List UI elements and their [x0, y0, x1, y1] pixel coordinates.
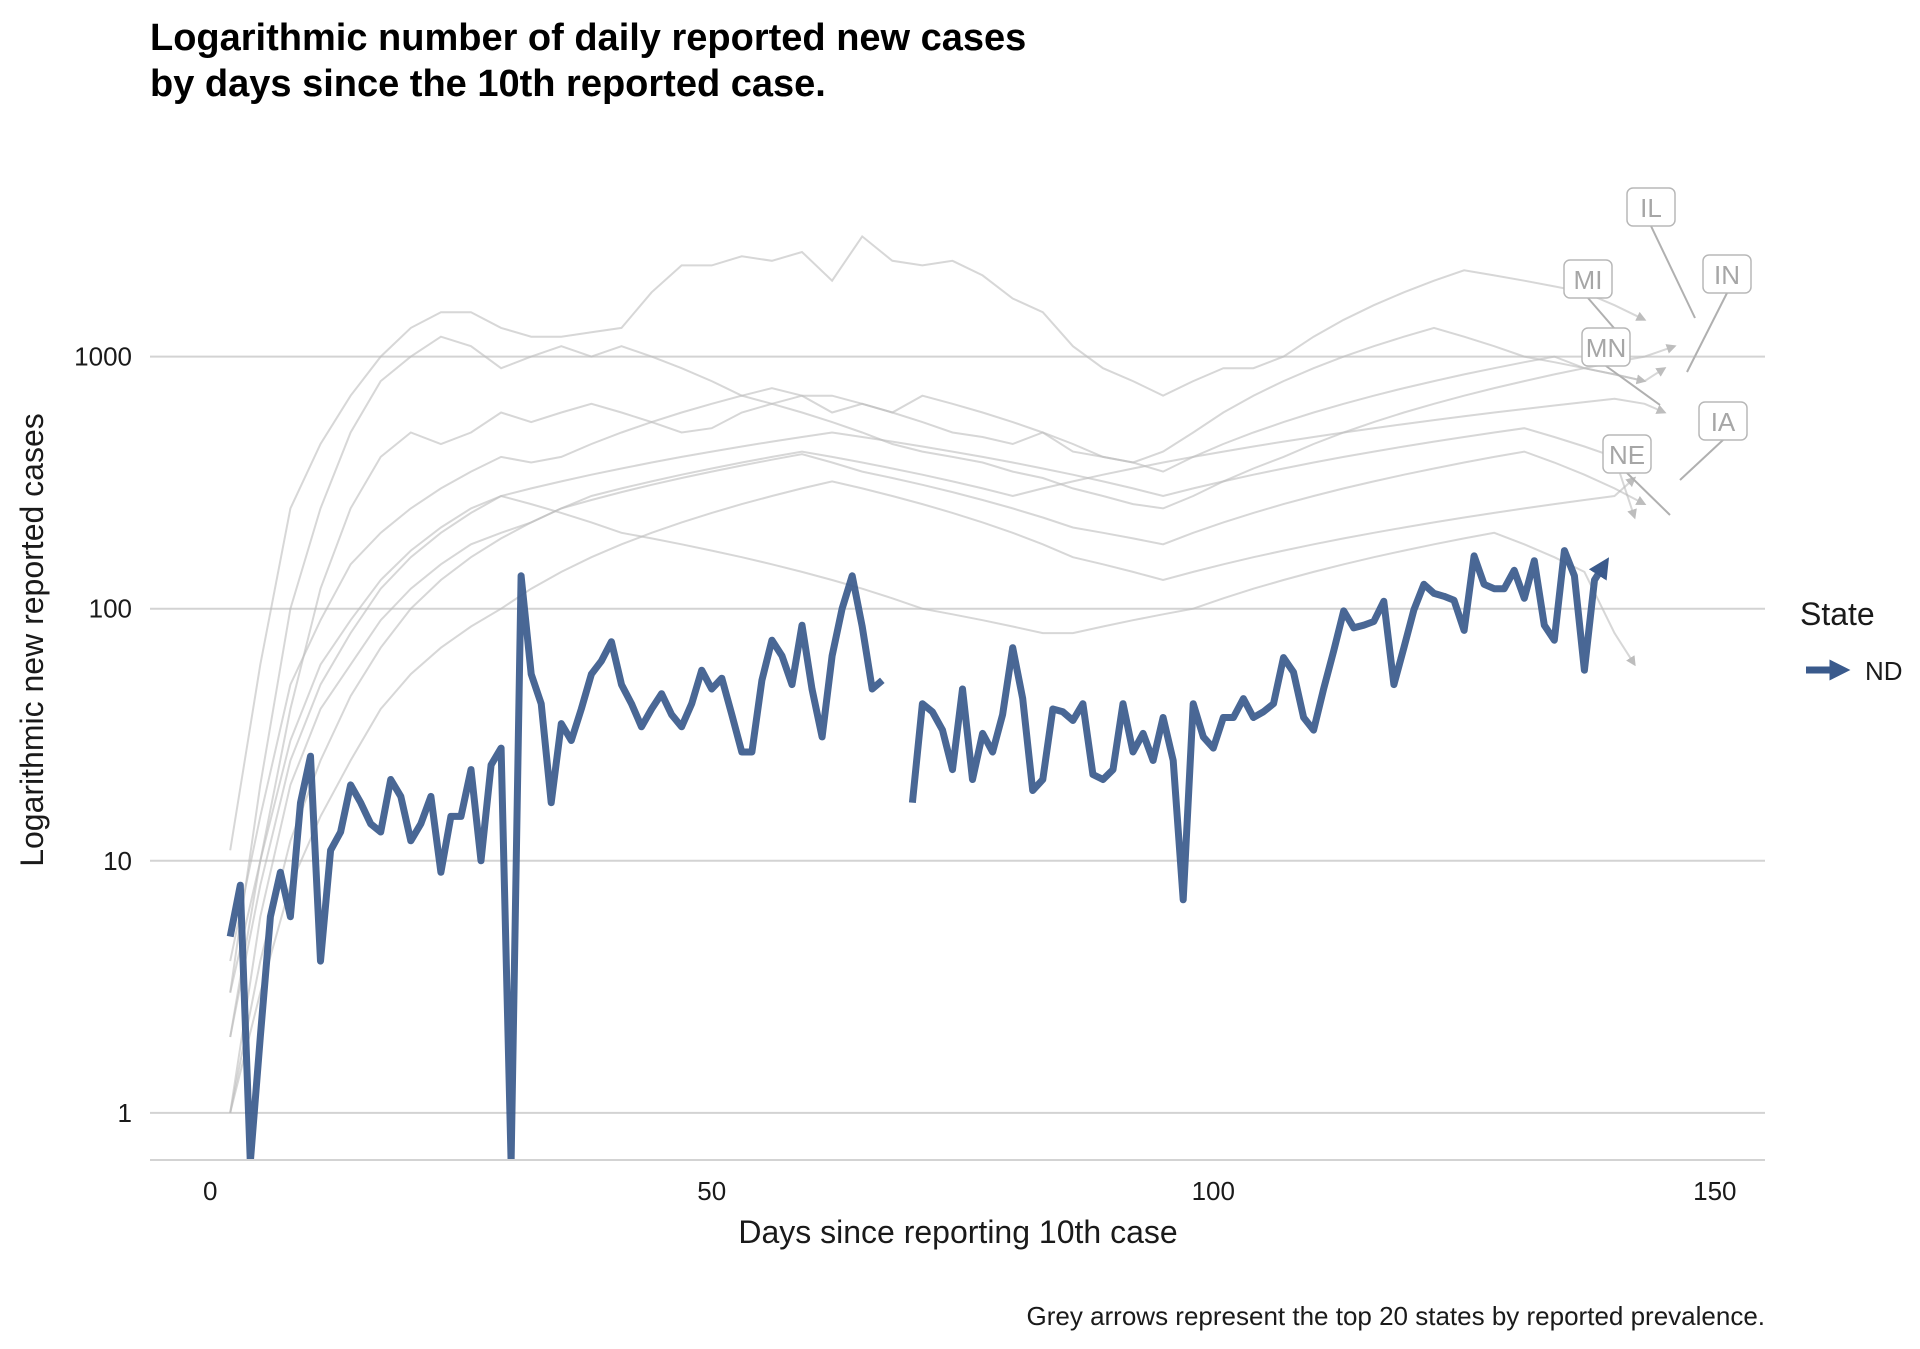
chart-title-line-2: by days since the 10th reported case.: [150, 63, 826, 105]
legend: State ND: [1800, 596, 1903, 686]
highlight-series-line-1: [908, 547, 1610, 904]
background-series-line-5: [229, 427, 1637, 1038]
background-series-line-4: [229, 397, 1667, 1113]
y-tick-label-3: 1000: [74, 342, 132, 372]
background-series-line-6: [229, 450, 1647, 1113]
annotation-box-in: [1702, 254, 1752, 294]
highlight-series: [226, 547, 1610, 1160]
x-tick-label-2: 100: [1192, 1176, 1235, 1206]
chart-title-line-1: Logarithmic number of daily reported new…: [150, 17, 1026, 59]
annotation-leader-ne: [1626, 472, 1671, 516]
annotation-il: IL: [1626, 187, 1696, 319]
x-axis-label: Days since reporting 10th case: [738, 1214, 1177, 1250]
y-axis-label: Logarithmic new reported cases: [14, 413, 50, 867]
background-series-line-2: [229, 355, 1667, 1038]
annotation-ne: NE: [1602, 434, 1671, 516]
background-series-line-3: [229, 344, 1677, 962]
background-series: [229, 234, 1677, 1114]
gridlines: [150, 355, 1765, 1114]
annotation-leader-ia: [1679, 439, 1724, 481]
annotation-label-in: IN: [1714, 260, 1740, 290]
axes: 0 50 100 150 1 10 100 1000: [74, 342, 1765, 1206]
annotation-box-ne: [1602, 434, 1652, 474]
annotation-in: IN: [1686, 254, 1752, 373]
annotation-ia: IA: [1679, 401, 1748, 481]
legend-label-nd: ND: [1865, 656, 1903, 686]
annotation-label-mi: MI: [1574, 265, 1603, 295]
annotation-mn: MN: [1581, 327, 1661, 406]
annotation-leader-mn: [1605, 365, 1661, 406]
background-series-line-7: [229, 494, 1636, 993]
background-series-line-1: [229, 326, 1647, 993]
background-series-line-0: [229, 234, 1647, 851]
annotation-box-mn: [1581, 327, 1631, 367]
highlight-series-line-0: [226, 572, 885, 1160]
annotation-mi: MI: [1563, 259, 1621, 336]
annotation-label-il: IL: [1640, 193, 1662, 223]
y-tick-label-0: 1: [118, 1098, 132, 1128]
annotation-box-ia: [1698, 401, 1748, 441]
x-tick-label-1: 50: [697, 1176, 726, 1206]
legend-title: State: [1800, 596, 1875, 632]
annotation-label-mn: MN: [1586, 333, 1626, 363]
annotation-leader-il: [1650, 225, 1696, 319]
x-tick-label-3: 150: [1693, 1176, 1736, 1206]
background-series-line-8: [229, 476, 1637, 1114]
annotation-label-ia: IA: [1711, 407, 1736, 437]
annotation-leader-in: [1686, 292, 1728, 373]
annotation-box-il: [1626, 187, 1676, 227]
y-tick-label-2: 100: [89, 594, 132, 624]
chart-caption: Grey arrows represent the top 20 states …: [1027, 1301, 1766, 1331]
annotation-label-ne: NE: [1609, 440, 1645, 470]
x-tick-label-0: 0: [203, 1176, 217, 1206]
annotation-box-mi: [1563, 259, 1613, 299]
y-tick-label-1: 10: [103, 846, 132, 876]
state-annotations: IL MI IN MN IA NE: [1563, 187, 1752, 516]
